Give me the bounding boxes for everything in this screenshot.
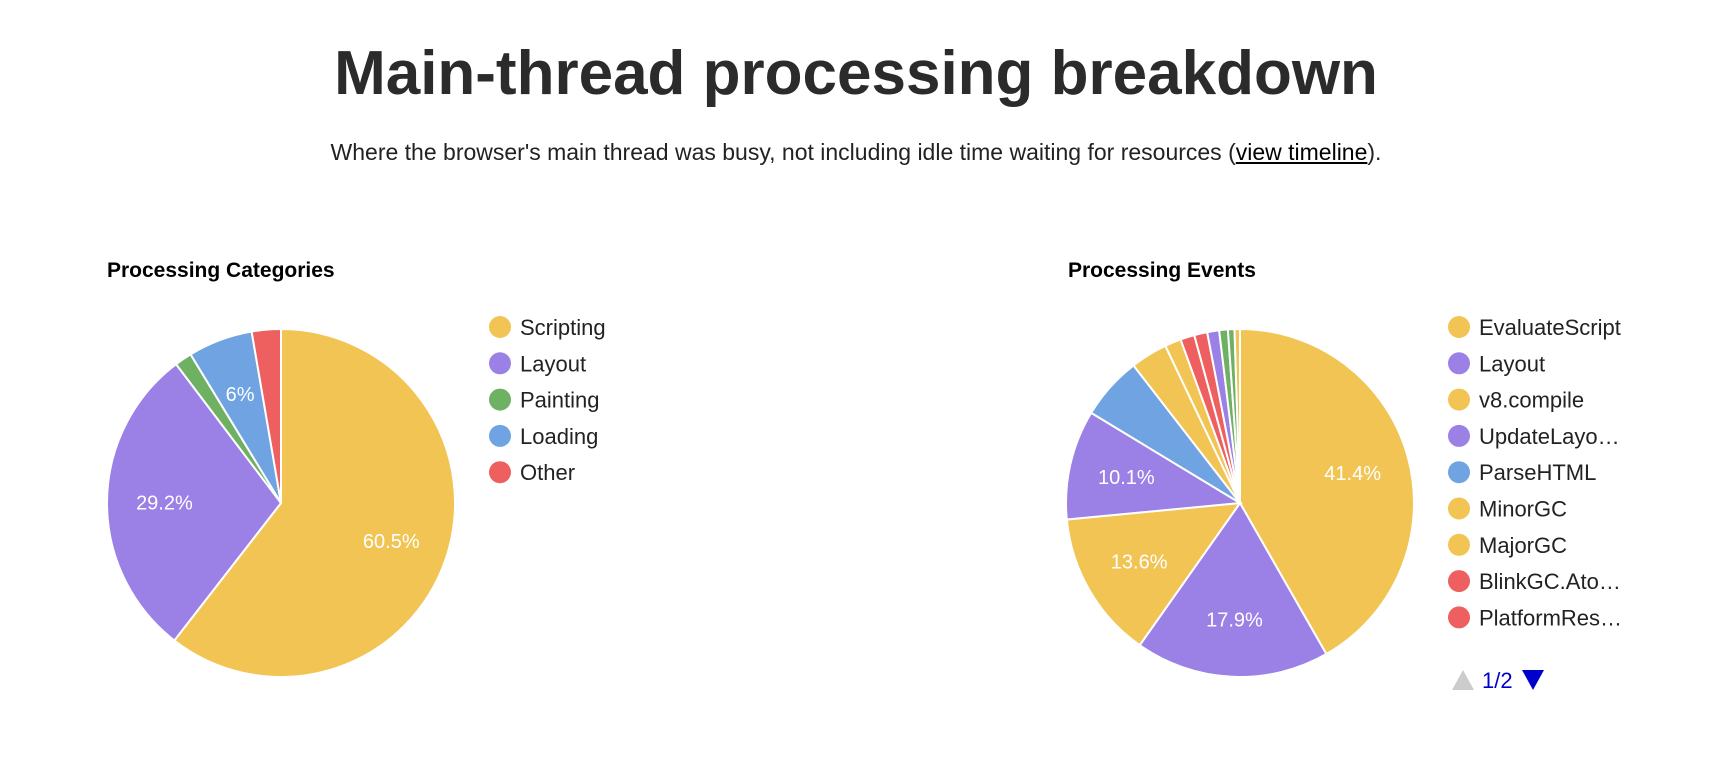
slice-value-label: 17.9%	[1206, 609, 1263, 631]
events-chart-title: Processing Events	[1068, 259, 1256, 282]
legend-label[interactable]: Other	[520, 460, 575, 485]
legend-label[interactable]: Loading	[520, 424, 598, 449]
slice-value-label: 60.5%	[363, 531, 420, 553]
legend-swatch	[1448, 570, 1470, 593]
pie-slice[interactable]	[1065, 411, 1244, 521]
legend-label[interactable]: BlinkGC.Ato…	[1479, 569, 1621, 594]
subtitle-text: Where the browser's main thread was busy…	[330, 139, 1236, 165]
events-legend: EvaluateScript Layout v8.compile UpdateLayo…	[1448, 315, 1622, 630]
pager-label: 1/2	[1482, 668, 1513, 693]
pager-next-icon[interactable]	[1522, 670, 1544, 690]
legend-swatch	[489, 424, 511, 447]
pager-prev-icon[interactable]	[1452, 670, 1474, 690]
legend-swatch	[1448, 461, 1470, 484]
legend-label[interactable]: UpdateLayo…	[1479, 424, 1620, 449]
legend-label[interactable]: Layout	[1479, 351, 1545, 376]
legend-label[interactable]: MajorGC	[1479, 533, 1567, 558]
legend-swatch	[1448, 606, 1470, 629]
categories-legend: Scripting Layout Painting Loading Other	[489, 315, 606, 485]
subtitle-end: ).	[1367, 139, 1382, 165]
events-chart: Processing Events 41.4% 17.9% 13.6% 10.1% E…	[1065, 259, 1622, 693]
legend-label[interactable]: MinorGC	[1479, 497, 1567, 522]
legend-pager: 1/2	[1452, 668, 1544, 693]
slice-value-label: 10.1%	[1098, 467, 1155, 489]
legend-label[interactable]: ParseHTML	[1479, 460, 1596, 485]
legend-swatch	[489, 388, 511, 411]
slice-value-label: 41.4%	[1324, 463, 1381, 485]
legend-swatch	[1448, 316, 1470, 338]
categories-chart: Processing Categories 60.5% 29.2% 6% Scrip…	[106, 259, 606, 678]
pie-slice[interactable]	[106, 362, 283, 642]
legend-swatch	[489, 352, 511, 375]
slice-value-label: 13.6%	[1111, 552, 1168, 574]
page-title: Main-thread processing breakdown	[334, 39, 1378, 108]
pie-slice[interactable]	[250, 327, 282, 504]
pie-slice[interactable]	[1065, 501, 1243, 647]
page-subtitle: Where the browser's main thread was busy…	[0, 139, 1712, 166]
legend-swatch	[1448, 533, 1470, 556]
legend-swatch	[1448, 352, 1470, 375]
categories-chart-title: Processing Categories	[107, 259, 335, 282]
pie-slice[interactable]	[1138, 501, 1328, 678]
legend-label[interactable]: PlatformRes…	[1479, 605, 1622, 630]
legend-label[interactable]: Painting	[520, 388, 600, 413]
legend-swatch	[1448, 497, 1470, 520]
legend-swatch	[489, 461, 511, 484]
slice-value-label: 6%	[226, 384, 255, 406]
legend-label[interactable]: Scripting	[520, 315, 606, 340]
categories-pie: 60.5% 29.2% 6%	[106, 327, 456, 678]
legend-label[interactable]: v8.compile	[1479, 388, 1584, 413]
pie-slice[interactable]	[172, 327, 456, 678]
events-pie: 41.4% 17.9% 13.6% 10.1%	[1065, 327, 1415, 678]
pie-slice[interactable]	[1239, 327, 1415, 656]
legend-label[interactable]: EvaluateScript	[1479, 315, 1621, 340]
legend-swatch	[1448, 424, 1470, 447]
view-timeline-link[interactable]: view timeline	[1235, 139, 1368, 165]
legend-swatch	[1448, 388, 1470, 411]
pie-slice[interactable]	[1233, 327, 1241, 504]
legend-label[interactable]: Layout	[520, 351, 586, 376]
slice-value-label: 29.2%	[136, 492, 193, 514]
legend-swatch	[489, 316, 511, 338]
